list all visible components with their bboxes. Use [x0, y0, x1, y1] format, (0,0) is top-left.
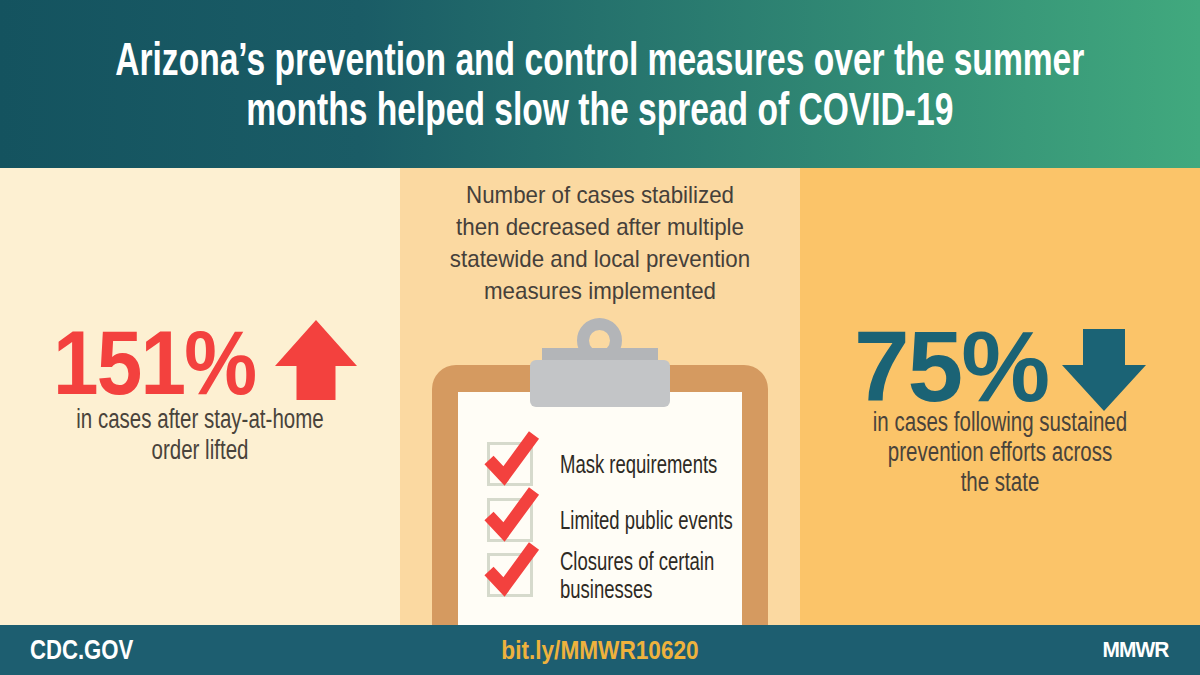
checklist-item: Closures of certain businesses — [487, 553, 787, 597]
page-title: Arizona’s prevention and control measure… — [115, 34, 1084, 134]
footer-link[interactable]: bit.ly/MMWR10620 — [501, 635, 698, 666]
checklist-label: Mask requirements — [560, 450, 717, 478]
right-caption: in cases following sustained prevention … — [848, 407, 1152, 497]
checklist-item: Mask requirements — [487, 442, 787, 486]
right-stat: 75% — [800, 316, 1200, 416]
left-caption: in cases after stay-at-home order lifted — [48, 404, 352, 466]
footer-bar: CDC.GOV bit.ly/MMWR10620 MMWR — [0, 625, 1200, 675]
content-panels: 151% in cases after stay-at-home order l… — [0, 168, 1200, 625]
left-stat: 151% — [0, 318, 400, 408]
checkmark-icon — [480, 484, 542, 542]
down-arrow-icon — [1062, 329, 1146, 411]
right-stat-value: 75% — [854, 316, 1048, 416]
right-panel: 75% in cases following sustained prevent… — [800, 168, 1200, 625]
checkmark-icon — [480, 428, 542, 486]
infographic: Arizona’s prevention and control measure… — [0, 0, 1200, 675]
header-banner: Arizona’s prevention and control measure… — [0, 0, 1200, 168]
checklist-item: Limited public events — [487, 498, 787, 542]
checklist-label: Closures of certain businesses — [560, 547, 714, 603]
left-panel: 151% in cases after stay-at-home order l… — [0, 168, 400, 625]
middle-panel: Number of cases stabilized then decrease… — [400, 168, 800, 625]
cdc-gov-label: CDC.GOV — [30, 635, 133, 666]
up-arrow-icon — [275, 320, 357, 400]
middle-heading: Number of cases stabilized then decrease… — [414, 179, 786, 307]
checkmark-icon — [480, 539, 542, 597]
mmwr-logo: MMWR — [1102, 637, 1168, 663]
clipboard-clip — [530, 360, 670, 407]
checklist-label: Limited public events — [560, 506, 733, 534]
left-stat-value: 151% — [53, 318, 255, 408]
